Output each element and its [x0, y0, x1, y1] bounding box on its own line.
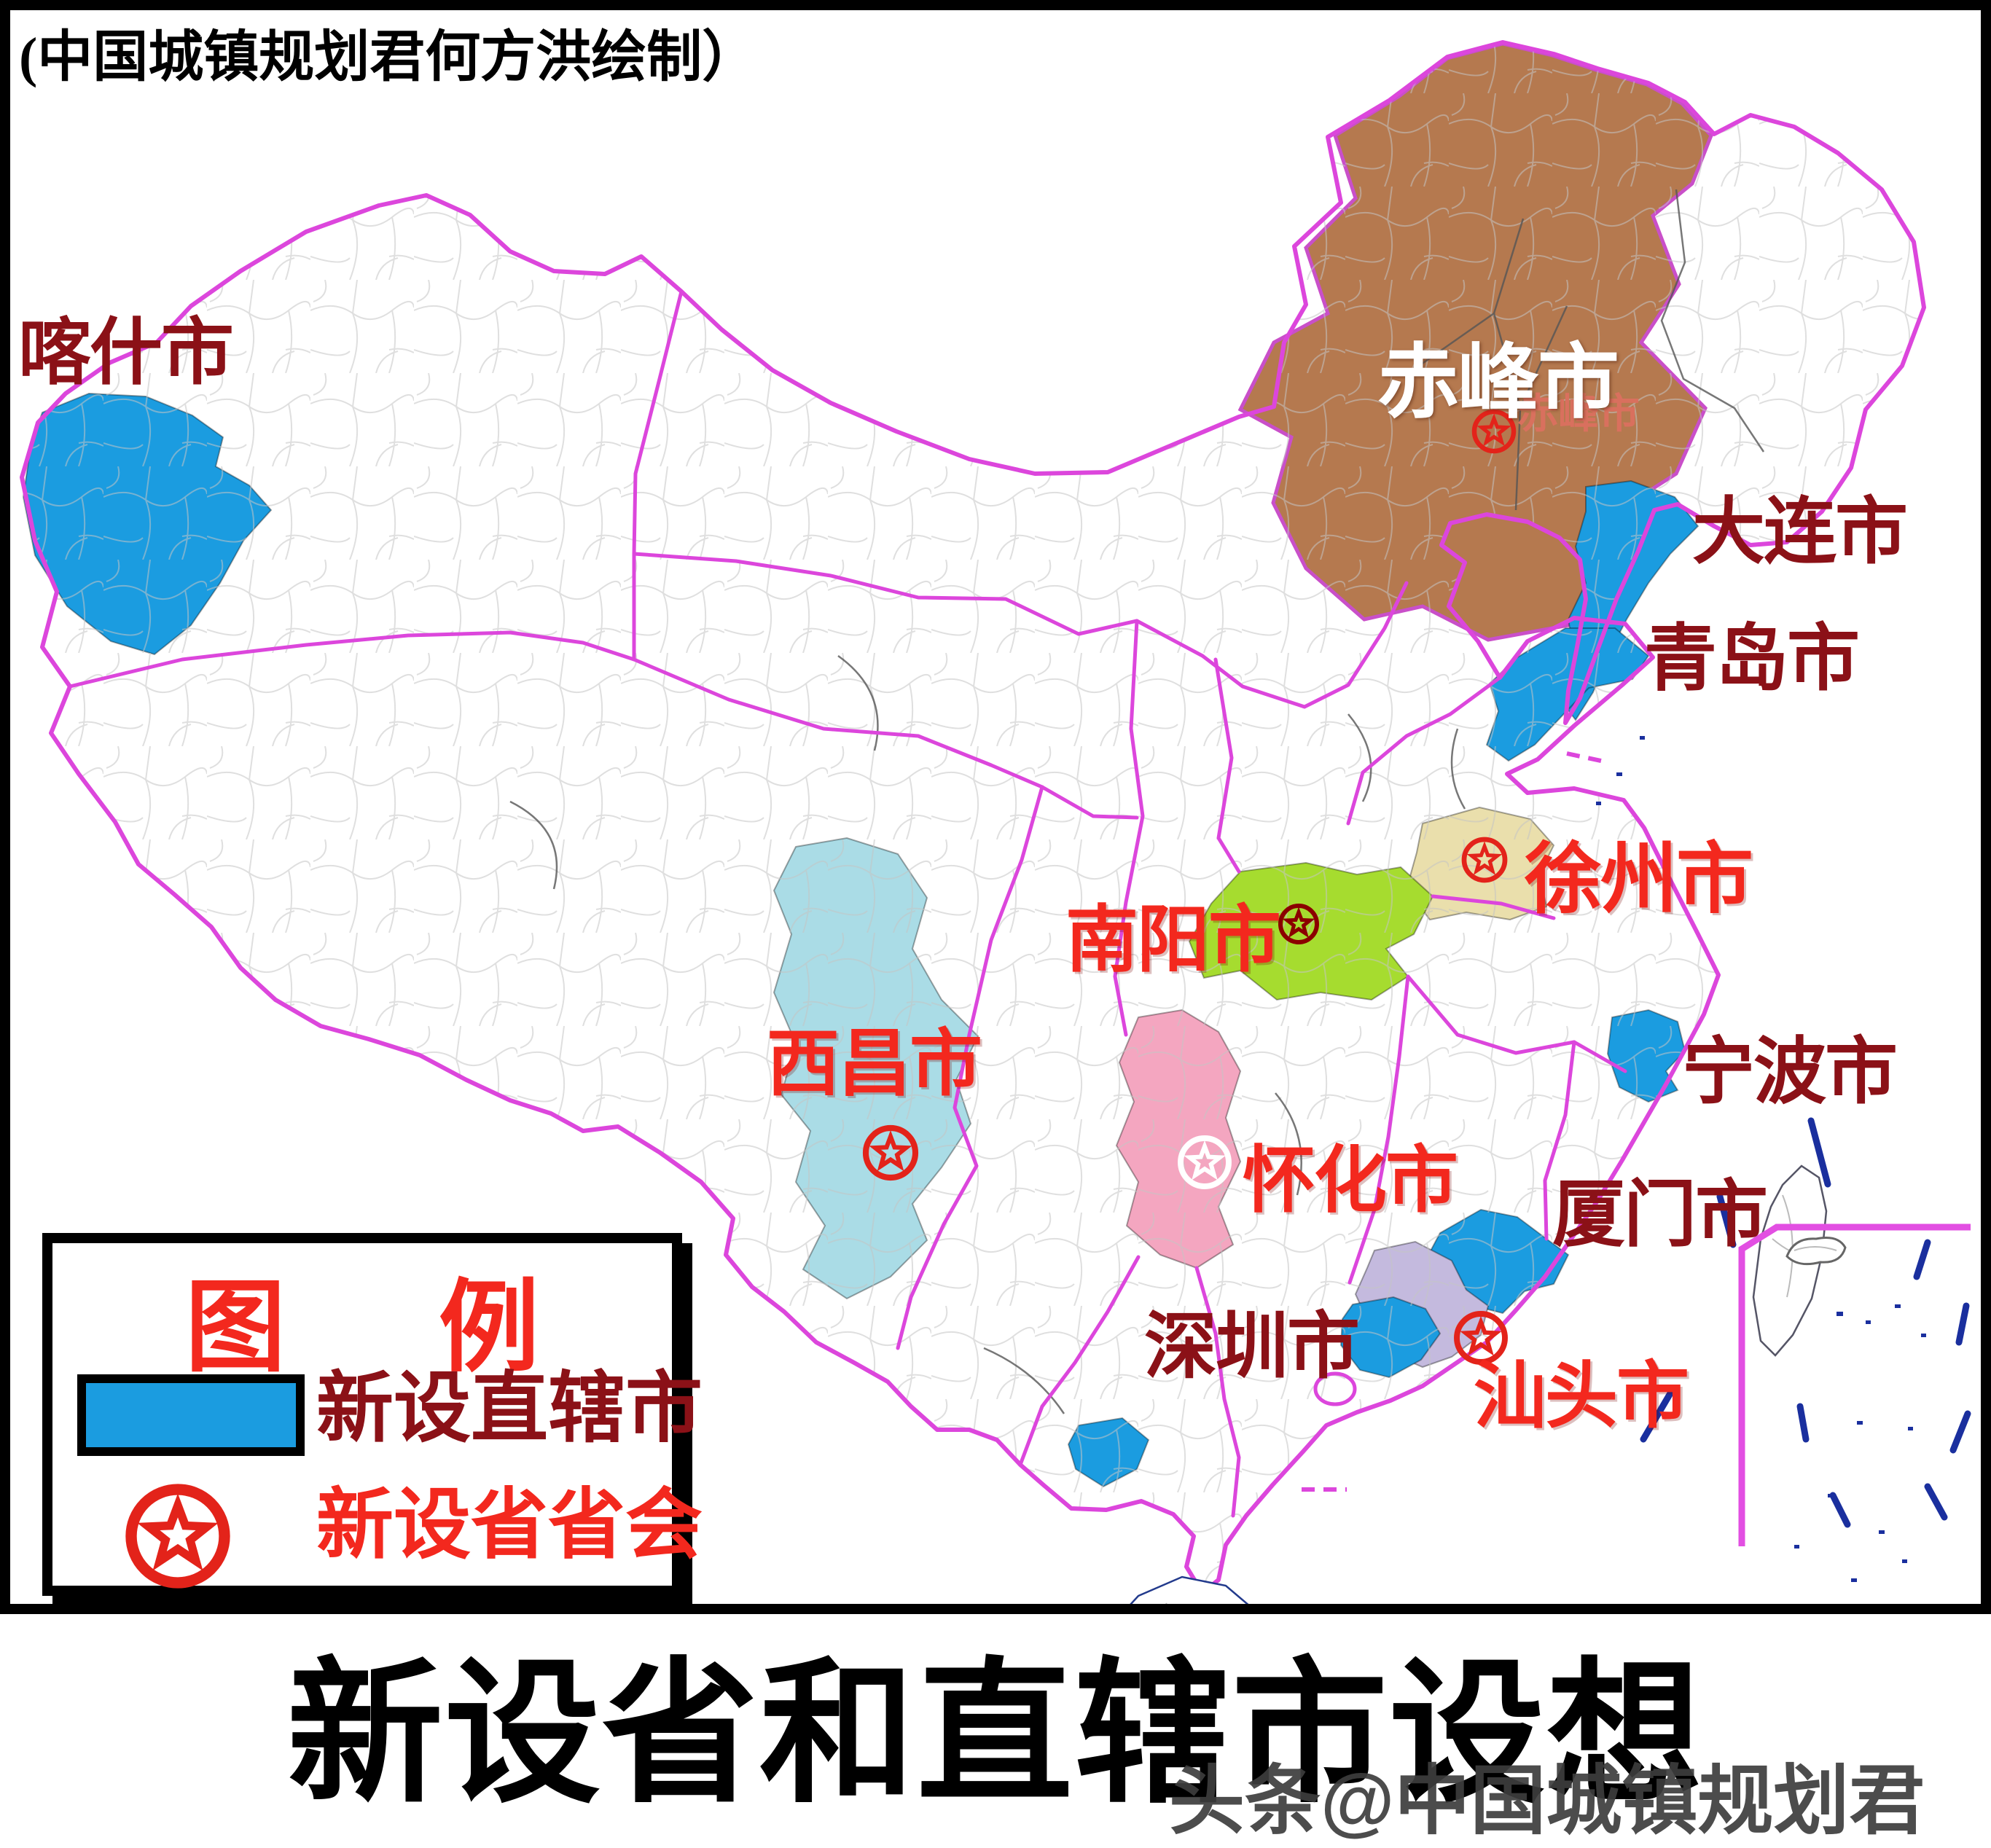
sea-inset [1738, 1223, 1971, 1546]
province-borders [68, 289, 1627, 1518]
city-label-ningbo: 宁波市 [1682, 1032, 1898, 1113]
island-dots [1596, 736, 1926, 1582]
legend-item-label: 新设省省会 [316, 1483, 703, 1568]
strait-dashes [1302, 751, 1608, 1492]
city-label-shantou: 汕头市 [1474, 1356, 1689, 1437]
china-map [20, 40, 1971, 1614]
page-title: 新设省和直辖市设想 [287, 1649, 1704, 1822]
legend-title: 图 例 [52, 1278, 672, 1379]
city-label-chifeng: 赤峰市 [1377, 338, 1619, 428]
hainan-island [1121, 1575, 1256, 1614]
attribution-note: (中国城镇规划君何方洪绘制） [19, 27, 758, 88]
legend: 图 例 新设直辖市 新设省省会 [42, 1233, 703, 1596]
capital-star-icon [862, 1124, 919, 1181]
legend-item-label: 新设直辖市 [316, 1366, 703, 1452]
capital-star-icon [1461, 837, 1508, 883]
city-label-shenzhen: 深圳市 [1144, 1307, 1360, 1387]
legend-item-capital: 新设省省会 [52, 1475, 703, 1589]
capital-star-icon [1278, 904, 1319, 944]
hongkong-circle [1313, 1371, 1357, 1406]
municipality-swatch-icon [77, 1374, 305, 1456]
legend-title-char: 图 [184, 1272, 286, 1384]
capital-star-icon [125, 1484, 230, 1589]
city-label-xichang: 西昌市 [767, 1024, 982, 1105]
capital-star-icon [1471, 409, 1517, 454]
city-label-kashgar: 喀什市 [18, 313, 234, 394]
city-label-dalian: 大连市 [1692, 492, 1908, 573]
city-label-ghost-chifeng: 赤峰市 [1517, 392, 1640, 437]
inset-border [1738, 1223, 1971, 1546]
capital-star-icon [1178, 1135, 1232, 1189]
legend-title-char: 例 [439, 1272, 540, 1384]
watermark: 头条@中国城镇规划君 [1169, 1759, 1925, 1844]
city-label-xuzhou: 徐州市 [1525, 837, 1753, 923]
capital-star-icon [125, 1484, 230, 1589]
city-label-nanyang: 南阳市 [1065, 900, 1281, 981]
legend-item-municipality: 新设直辖市 [52, 1358, 703, 1456]
title-strip: 新设省和直辖市设想 [0, 1614, 1991, 1848]
pratas-islands [1785, 1237, 1847, 1266]
national-border [20, 40, 1926, 1595]
capital-star-icon [1454, 1311, 1508, 1365]
city-label-huaihua: 怀化市 [1243, 1140, 1458, 1221]
capital-stars-layer [862, 409, 1517, 1365]
prefecture-borders [509, 189, 1765, 1414]
sea-dash-marks [1640, 1117, 1971, 1528]
city-label-xiamen: 厦门市 [1552, 1175, 1768, 1256]
city-label-qingdao: 青岛市 [1644, 619, 1860, 700]
